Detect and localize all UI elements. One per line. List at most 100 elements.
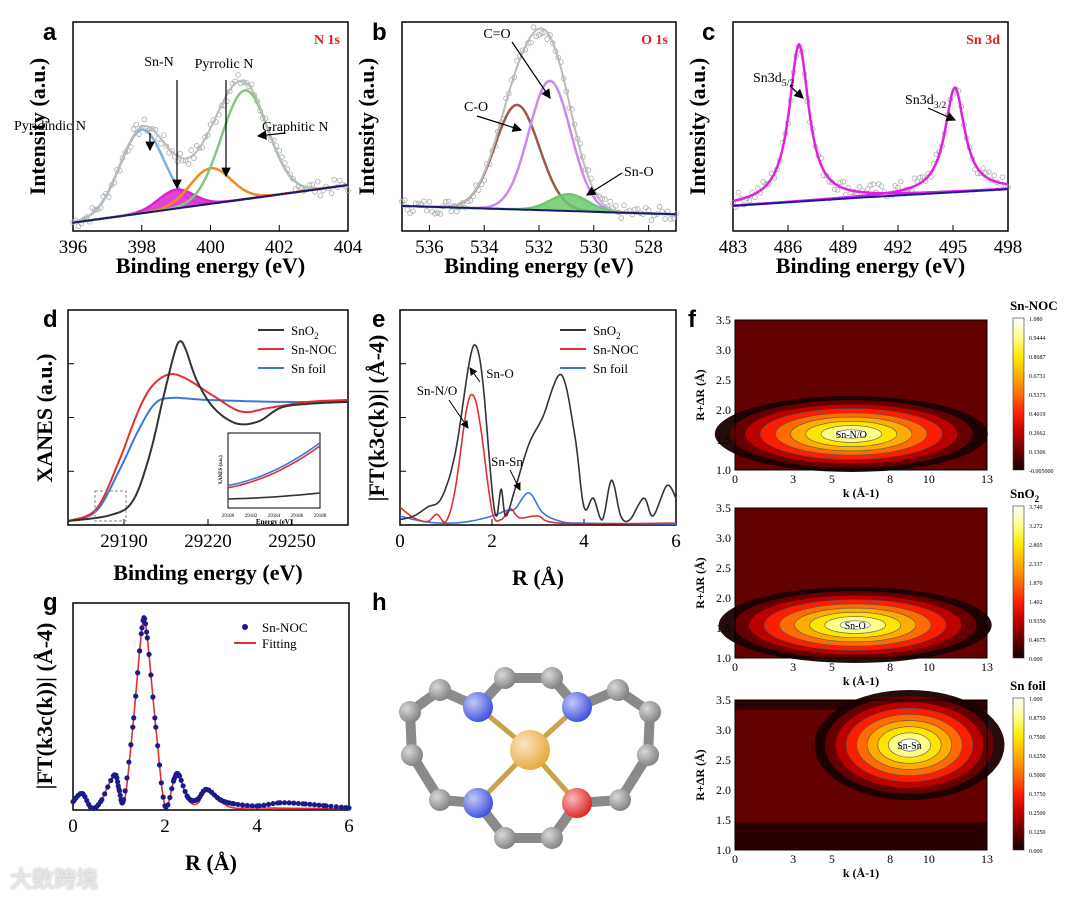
x-tick-label: 2: [160, 816, 170, 837]
y-tick-label: 1.0: [716, 651, 731, 665]
data-point: [870, 181, 877, 188]
colorbar-tick-label: 1.402: [1029, 600, 1043, 606]
peak-annotation: Sn-Sn: [491, 454, 523, 469]
inset-x-label: Energy (eV): [256, 518, 293, 526]
plot-frame: [732, 21, 1009, 232]
data-point: [917, 174, 923, 181]
data-point: [243, 80, 250, 86]
data-point: [840, 178, 846, 185]
data-point: [188, 147, 195, 153]
data-point: [434, 210, 441, 216]
data-point: [244, 802, 250, 809]
heatmap-SnO2: Sn-O 0 3 5 8 10 13 1.0 1.5 2.0 2.5 3.0 3.5 k (Å-1) R+Δ…: [693, 486, 1046, 688]
y-tick-label: 1.0: [716, 463, 731, 477]
spectrum-title: Sn 3d: [966, 33, 1000, 48]
series-line: [67, 340, 349, 523]
colorbar-tick-label: 0.3750: [1029, 792, 1046, 798]
inset-x-tick-label: 29180: [222, 514, 235, 519]
colorbar-tick-label: 0.9444: [1029, 336, 1046, 342]
x-tick-label: 6: [671, 531, 681, 552]
data-point: [141, 116, 148, 123]
data-point: [607, 198, 614, 205]
colorbar-tick-label: 0.2500: [1029, 811, 1046, 817]
data-point: [656, 203, 663, 210]
data-point: [158, 140, 164, 147]
data-point: [235, 801, 241, 808]
panel-label-g: g: [43, 589, 58, 616]
fit-line: [72, 616, 350, 810]
x-axis-label: R (Å): [512, 565, 564, 590]
data-point: [99, 797, 105, 803]
data-point: [102, 791, 108, 797]
legend-label: Sn foil: [593, 361, 628, 376]
x-axis-label: Binding energy (eV): [776, 253, 965, 278]
atom-highlight: [541, 667, 563, 689]
data-point: [105, 784, 111, 790]
x-tick-label: 10: [923, 660, 935, 674]
x-tick-label: 0: [732, 852, 738, 866]
data-point: [331, 176, 338, 183]
data-point: [667, 216, 674, 222]
plot-frame: [734, 319, 988, 471]
x-tick-label: 398: [128, 237, 157, 258]
data-point: [336, 177, 343, 184]
x-tick-label: 13: [981, 472, 993, 486]
data-point: [612, 203, 619, 209]
data-point: [892, 183, 899, 189]
x-tick-label: 483: [719, 237, 748, 258]
data-point: [180, 783, 186, 789]
x-tick-label: 2: [487, 531, 497, 552]
x-tick-label: 5: [829, 472, 835, 486]
data-point: [831, 186, 838, 193]
atom-highlight: [607, 679, 629, 701]
data-point: [333, 804, 339, 810]
colorbar-tick-label: 1.870: [1029, 581, 1043, 587]
y-axis-label: R+ΔR (Å): [693, 557, 707, 608]
atom-highlight: [463, 692, 493, 722]
envelope-curve: [72, 79, 349, 223]
x-axis-label: Binding energy (eV): [116, 253, 305, 278]
y-tick-label: 2.5: [716, 561, 731, 575]
data-point: [527, 39, 534, 46]
data-point: [856, 184, 863, 190]
x-tick-label: 8: [887, 472, 893, 486]
x-tick-label: 404: [334, 237, 363, 258]
annotation-label: Pyrrolic N: [195, 57, 254, 72]
data-point: [426, 199, 433, 205]
data-point: [399, 198, 405, 205]
colorbar: [1012, 317, 1025, 471]
x-axis-label: Binding energy (eV): [113, 560, 302, 585]
x-tick-label: 10: [923, 852, 935, 866]
annotation-arrow: [448, 399, 469, 429]
data-point: [980, 165, 987, 171]
heatmap-title: SnO2: [1010, 486, 1040, 504]
panel-label-c: c: [702, 19, 715, 46]
data-point: [648, 217, 655, 223]
data-point: [983, 169, 989, 176]
y-tick-label: 1.5: [716, 433, 731, 447]
x-tick-label: 495: [939, 237, 968, 258]
annotation-label: Sn3d3/2: [905, 93, 946, 111]
data-point: [116, 788, 123, 794]
data-point: [150, 694, 156, 700]
atom-highlight: [562, 788, 592, 818]
data-point: [270, 800, 276, 807]
x-tick-label: 6: [344, 816, 354, 837]
data-point: [338, 804, 345, 810]
atom-highlight: [541, 827, 563, 849]
colorbar-tick-label: 0.4019: [1029, 412, 1046, 418]
atom-highlight: [429, 679, 451, 701]
data-point: [185, 161, 192, 167]
atom-highlight: [399, 701, 421, 723]
data-point: [152, 715, 158, 721]
legend-label: Sn-NOC: [262, 620, 308, 635]
data-point: [158, 780, 164, 786]
x-tick-label: 29220: [184, 531, 232, 552]
panel-label-h: h: [372, 589, 387, 616]
annotation-label: Pyridindic N: [14, 119, 86, 134]
colorbar-tick-label: 0.5375: [1029, 393, 1046, 399]
x-tick-label: 4: [579, 531, 589, 552]
data-point: [530, 24, 537, 30]
atom-highlight: [494, 827, 516, 849]
